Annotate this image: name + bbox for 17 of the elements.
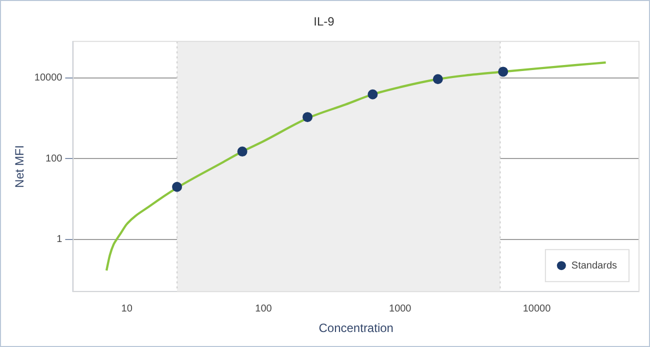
legend-label: Standards xyxy=(571,260,618,272)
y-tick-label: 100 xyxy=(46,153,63,164)
y-tick-label: 1 xyxy=(56,234,63,246)
point xyxy=(368,89,378,100)
y-axis-title: Net MFI xyxy=(12,145,27,188)
x-tick-label: 10000 xyxy=(522,303,552,314)
x-tick-label: 10 xyxy=(121,303,133,314)
point xyxy=(432,74,443,84)
point xyxy=(237,146,248,157)
chart-title: IL-9 xyxy=(314,14,335,29)
y-tick-label: 10000 xyxy=(34,72,63,84)
x-axis-title: Concentration xyxy=(318,321,394,336)
point xyxy=(172,182,182,192)
x-tick-label: 1000 xyxy=(389,303,412,314)
point xyxy=(498,66,508,77)
point xyxy=(302,112,313,122)
x-tick-label: 100 xyxy=(255,303,272,314)
